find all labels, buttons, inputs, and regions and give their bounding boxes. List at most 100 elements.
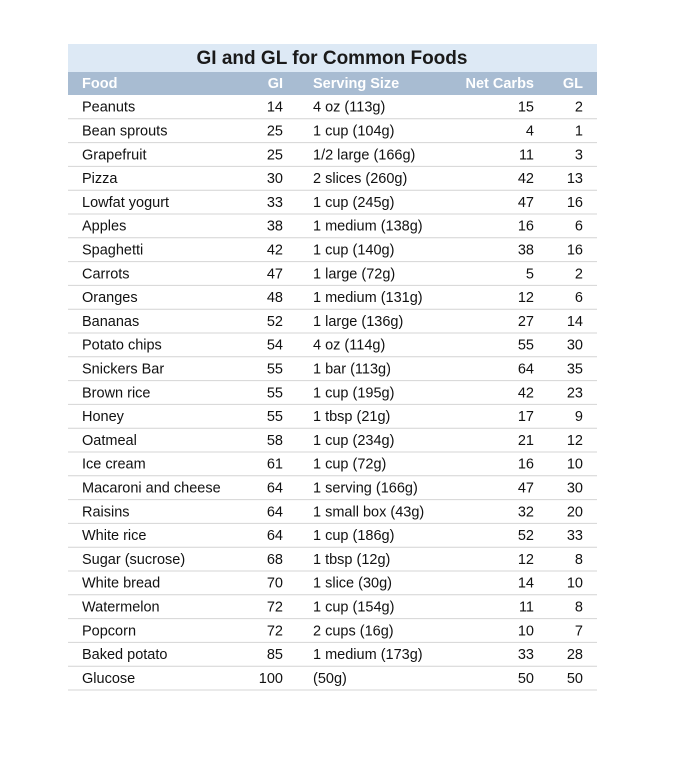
cell: 15: [518, 100, 534, 116]
cell: 3: [575, 147, 583, 163]
food-name: Raisins: [82, 504, 130, 520]
cell: 1 small box (43g): [313, 504, 424, 520]
cell: 25: [267, 124, 283, 140]
cell: 28: [567, 647, 583, 663]
cell: 17: [518, 409, 534, 425]
cell: 35: [567, 362, 583, 378]
cell: 12: [518, 552, 534, 568]
cell: 1 serving (166g): [313, 481, 418, 497]
food-name: Bananas: [82, 314, 139, 330]
cell: 64: [267, 528, 283, 544]
food-name: Baked potato: [82, 647, 167, 663]
cell: 32: [518, 504, 534, 520]
food-name: Apples: [82, 219, 126, 235]
cell: 10: [567, 457, 583, 473]
cell: 47: [518, 195, 534, 211]
cell: 30: [267, 171, 283, 187]
cell: 16: [518, 457, 534, 473]
food-name: Spaghetti: [82, 243, 143, 259]
cell: 100: [259, 671, 283, 687]
cell: 4 oz (114g): [313, 338, 385, 354]
cell: (50g): [313, 671, 347, 687]
cell: 64: [267, 481, 283, 497]
cell: 2 cups (16g): [313, 623, 394, 639]
cell: 42: [518, 171, 534, 187]
cell: 1 tbsp (12g): [313, 552, 390, 568]
cell: 16: [518, 219, 534, 235]
column-header: Net Carbs: [466, 76, 535, 92]
cell: 42: [518, 385, 534, 401]
cell: 33: [518, 647, 534, 663]
cell: 33: [567, 528, 583, 544]
cell: 55: [518, 338, 534, 354]
column-header: Food: [82, 76, 117, 92]
cell: 30: [567, 338, 583, 354]
food-name: Honey: [82, 409, 125, 425]
cell: 13: [567, 171, 583, 187]
food-name: Macaroni and cheese: [82, 481, 221, 497]
food-name: Carrots: [82, 266, 130, 282]
cell: 30: [567, 481, 583, 497]
title-band: [68, 44, 597, 72]
cell: 7: [575, 623, 583, 639]
cell: 27: [518, 314, 534, 330]
cell: 55: [267, 385, 283, 401]
column-header: GI: [268, 76, 283, 92]
cell: 6: [575, 219, 583, 235]
cell: 58: [267, 433, 283, 449]
food-name: Potato chips: [82, 338, 162, 354]
cell: 9: [575, 409, 583, 425]
cell: 47: [267, 266, 283, 282]
cell: 64: [267, 504, 283, 520]
cell: 61: [267, 457, 283, 473]
food-name: Snickers Bar: [82, 362, 164, 378]
cell: 38: [267, 219, 283, 235]
food-name: Brown rice: [82, 385, 151, 401]
cell: 1 cup (154g): [313, 600, 394, 616]
cell: 1 cup (245g): [313, 195, 394, 211]
cell: 1 medium (173g): [313, 647, 423, 663]
cell: 1 large (136g): [313, 314, 403, 330]
cell: 20: [567, 504, 583, 520]
cell: 1 cup (186g): [313, 528, 394, 544]
food-name: Glucose: [82, 671, 135, 687]
cell: 2: [575, 100, 583, 116]
cell: 23: [567, 385, 583, 401]
cell: 2 slices (260g): [313, 171, 407, 187]
cell: 1 cup (140g): [313, 243, 394, 259]
cell: 50: [567, 671, 583, 687]
cell: 55: [267, 409, 283, 425]
food-name: Sugar (sucrose): [82, 552, 185, 568]
food-name: White rice: [82, 528, 146, 544]
cell: 1 cup (72g): [313, 457, 386, 473]
cell: 47: [518, 481, 534, 497]
cell: 5: [526, 266, 534, 282]
cell: 1 cup (104g): [313, 124, 394, 140]
cell: 4 oz (113g): [313, 100, 385, 116]
cell: 55: [267, 362, 283, 378]
food-name: Peanuts: [82, 100, 135, 116]
cell: 52: [518, 528, 534, 544]
cell: 1 bar (113g): [313, 362, 391, 378]
cell: 1/2 large (166g): [313, 147, 415, 163]
cell: 16: [567, 195, 583, 211]
food-name: Bean sprouts: [82, 124, 167, 140]
cell: 1 slice (30g): [313, 576, 392, 592]
cell: 12: [518, 290, 534, 306]
cell: 42: [267, 243, 283, 259]
cell: 72: [267, 600, 283, 616]
cell: 1 cup (234g): [313, 433, 394, 449]
cell: 10: [567, 576, 583, 592]
cell: 14: [567, 314, 583, 330]
cell: 16: [567, 243, 583, 259]
column-header: GL: [563, 76, 583, 92]
cell: 11: [519, 147, 534, 163]
cell: 38: [518, 243, 534, 259]
cell: 70: [267, 576, 283, 592]
cell: 25: [267, 147, 283, 163]
cell: 1 tbsp (21g): [313, 409, 390, 425]
cell: 33: [267, 195, 283, 211]
table-title: GI and GL for Common Foods: [197, 48, 468, 69]
food-name: White bread: [82, 576, 160, 592]
